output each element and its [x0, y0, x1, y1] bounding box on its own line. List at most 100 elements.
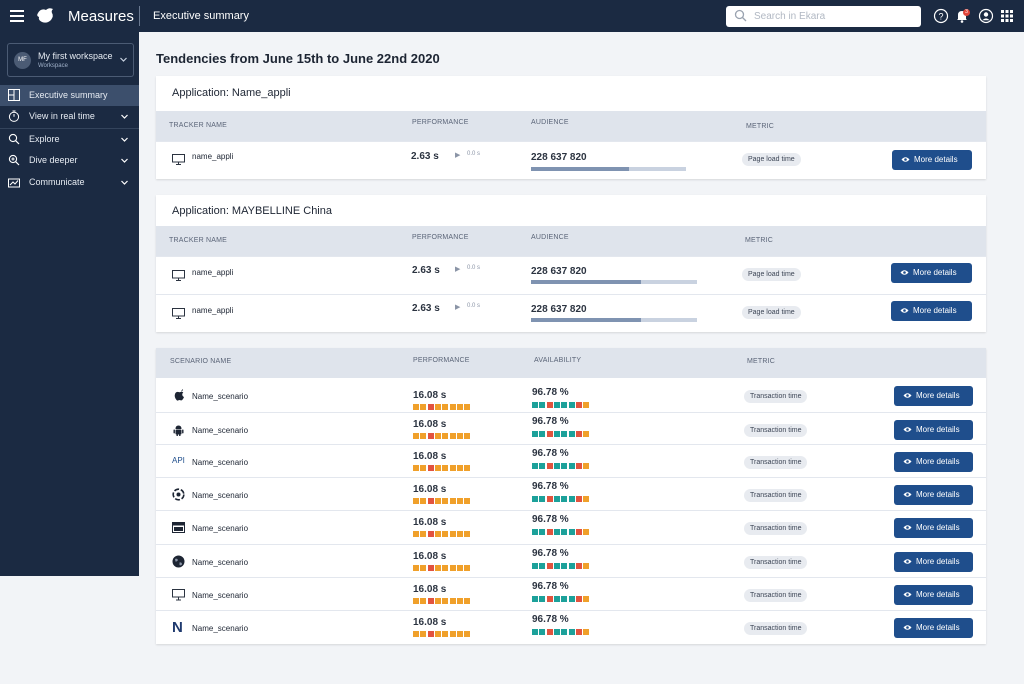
performance-trend-square — [464, 404, 471, 410]
logo-icon — [37, 8, 53, 23]
apple-icon — [174, 389, 184, 401]
more-details-button[interactable]: More details — [894, 420, 973, 440]
audience-bar-fill — [531, 318, 641, 322]
performance-trend-square — [464, 598, 471, 604]
table-row: Name_scenario 16.08 s 96.78 % Transactio… — [156, 510, 986, 543]
table-row: Name_scenario 16.08 s 96.78 % Transactio… — [156, 477, 986, 510]
more-details-button[interactable]: More details — [894, 585, 973, 605]
performance-value: 2.63 s — [412, 265, 440, 276]
availability-trend — [532, 596, 592, 602]
menu-icon[interactable] — [10, 10, 24, 22]
availability-trend-square — [568, 563, 575, 569]
table-row: Name_scenario 16.08 s 96.78 % Transactio… — [156, 577, 986, 610]
performance-trend-square — [434, 531, 441, 537]
performance-trend-square — [449, 598, 456, 604]
availability-trend-square — [546, 596, 553, 602]
availability-trend-square — [561, 463, 568, 469]
availability-trend-square — [546, 496, 553, 502]
more-details-label: More details — [916, 557, 960, 566]
eye-icon — [903, 592, 912, 597]
availability-trend-square — [532, 402, 538, 408]
more-details-label: More details — [916, 523, 960, 532]
chart-icon — [8, 178, 20, 188]
workspace-selector[interactable]: MF My first workspace Workspace — [7, 43, 134, 77]
performance-trend-square — [413, 498, 419, 504]
tracker-name: name_appli — [192, 306, 234, 315]
sidebar-item-executive-summary[interactable]: Executive summary — [0, 85, 139, 106]
availability-trend-square — [553, 629, 560, 635]
metric-badge: Transaction time — [744, 556, 808, 569]
user-icon[interactable] — [978, 8, 994, 24]
availability-trend-square — [583, 431, 590, 437]
performance-trend-square — [464, 531, 471, 537]
performance-trend-square — [464, 498, 471, 504]
availability-trend-square — [575, 563, 582, 569]
performance-trend-square — [464, 465, 471, 471]
availability-value: 96.78 % — [532, 416, 569, 427]
performance-trend-square — [442, 498, 449, 504]
more-details-button[interactable]: More details — [894, 485, 973, 505]
eye-icon — [903, 459, 912, 464]
performance-trend-square — [420, 433, 427, 439]
availability-trend — [532, 402, 592, 408]
availability-trend-square — [561, 563, 568, 569]
desktop-icon — [172, 154, 185, 165]
availability-trend-square — [546, 402, 553, 408]
column-header-tracker: TRACKER NAME — [169, 237, 228, 244]
more-details-button[interactable]: More details — [894, 618, 973, 638]
availability-trend-square — [583, 529, 590, 535]
performance-trend-square — [449, 498, 456, 504]
availability-trend-square — [568, 629, 575, 635]
chevron-down-icon — [121, 158, 128, 163]
performance-trend-square — [420, 598, 427, 604]
table-row: Name_scenario 16.08 s 96.78 % Transactio… — [156, 412, 986, 445]
performance-trend-square — [442, 465, 449, 471]
desktop-icon — [172, 270, 185, 281]
column-header-performance: PERFORMANCE — [412, 234, 469, 241]
performance-trend-square — [413, 465, 419, 471]
page-title: Tendencies from June 15th to June 22nd 2… — [156, 51, 440, 66]
audience-bar — [531, 280, 697, 284]
help-icon[interactable]: ? — [933, 8, 949, 24]
metric-badge: Transaction time — [744, 489, 808, 502]
more-details-button[interactable]: More details — [894, 552, 973, 572]
availability-trend — [532, 529, 592, 535]
search-input[interactable] — [754, 9, 914, 24]
performance-trend-square — [427, 433, 434, 439]
more-details-button[interactable]: More details — [894, 518, 973, 538]
sidebar-item-dive-deeper[interactable]: Dive deeper — [0, 150, 139, 171]
sidebar-item-label: Dive deeper — [29, 155, 78, 165]
scenario-card: SCENARIO NAME PERFORMANCE AVAILABILITY M… — [156, 348, 986, 644]
sidebar-item-communicate[interactable]: Communicate — [0, 172, 139, 193]
column-header-metric: METRIC — [745, 237, 774, 244]
more-details-label: More details — [913, 306, 957, 315]
availability-trend-square — [553, 563, 560, 569]
more-details-label: More details — [916, 490, 960, 499]
performance-value: 16.08 s — [413, 584, 447, 595]
sidebar-item-explore[interactable]: Explore — [0, 129, 139, 150]
more-details-button[interactable]: More details — [894, 452, 973, 472]
availability-trend-square — [546, 431, 553, 437]
performance-trend — [413, 531, 473, 537]
performance-trend — [413, 498, 473, 504]
more-details-button[interactable]: More details — [894, 386, 973, 406]
table-row: name_appli 2.63 s ▶ 0.0 s 228 637 820 Pa… — [156, 141, 986, 179]
more-details-button[interactable]: More details — [891, 263, 972, 283]
performance-trend-square — [464, 631, 471, 637]
availability-trend-square — [539, 463, 546, 469]
performance-trend-square — [413, 531, 419, 537]
sidebar-item-view-in-real-time[interactable]: View in real time — [0, 106, 139, 127]
more-details-button[interactable]: More details — [891, 301, 972, 321]
performance-trend-square — [427, 565, 434, 571]
audience-bar-fill — [531, 167, 629, 171]
apps-grid-icon[interactable] — [999, 8, 1015, 24]
availability-trend-square — [561, 496, 568, 502]
more-details-button[interactable]: More details — [892, 150, 972, 170]
column-header-audience: AUDIENCE — [531, 234, 569, 241]
svg-text:?: ? — [938, 12, 943, 22]
availability-trend-square — [553, 463, 560, 469]
search-box[interactable] — [726, 6, 921, 27]
performance-value: 2.63 s — [412, 303, 440, 314]
app-name: Measures — [68, 8, 134, 25]
performance-value: 2.63 s — [411, 151, 439, 162]
